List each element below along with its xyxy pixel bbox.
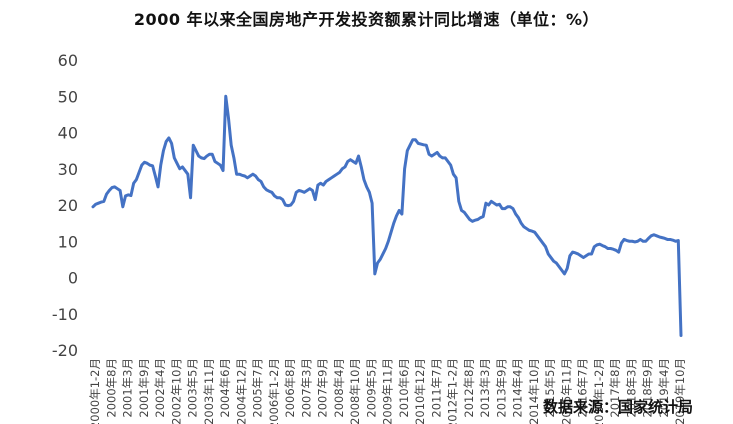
x-tick-label: 2001年3月: [121, 358, 135, 418]
chart-title: 2000 年以来全国房地产开发投资额累计同比增速（单位：%）: [133, 10, 600, 29]
x-tick-label: 2009年5月: [364, 358, 378, 418]
x-tick-label: 2017年1-2月: [592, 358, 606, 424]
x-tick-label: 2012年1-2月: [446, 358, 460, 424]
x-tick-label: 2002年10月: [169, 358, 183, 424]
y-tick-label: -10: [52, 305, 78, 324]
x-tick-label: 2017年8月: [608, 358, 622, 418]
y-tick-label: 20: [58, 196, 78, 215]
x-tick-label: 2005年7月: [251, 358, 265, 418]
y-tick-label: 10: [58, 232, 78, 251]
x-tick-label: 2007年9月: [316, 358, 330, 418]
x-tick-label: 2013年9月: [494, 358, 508, 418]
x-tick-label: 2009年11月: [381, 358, 395, 424]
x-tick-label: 2000年8月: [104, 358, 118, 418]
x-tick-label: 2014年10月: [527, 358, 541, 424]
x-tick-label: 2008年4月: [332, 358, 346, 418]
x-tick-label: 2007年3月: [299, 358, 313, 418]
y-tick-label: 40: [58, 124, 78, 143]
series-line: [91, 94, 683, 337]
x-tick-label: 2018年9月: [641, 358, 655, 418]
x-tick-label: 2004年6月: [218, 358, 232, 418]
x-tick-label: 2019年10月: [673, 358, 687, 424]
x-tick-label: 2014年4月: [511, 358, 525, 418]
y-tick-label: 0: [68, 269, 78, 288]
x-tick-label: 2003年5月: [186, 358, 200, 418]
x-tick-label: 2015年5月: [543, 358, 557, 418]
x-tick-label: 2006年1-2月: [267, 358, 281, 424]
x-tick-label: 2010年6月: [397, 358, 411, 418]
x-tick-label: 2012年8月: [462, 358, 476, 418]
x-tick-label: 2013年3月: [478, 358, 492, 418]
y-tick-label: -20: [52, 341, 78, 360]
x-tick-label: 2002年4月: [153, 358, 167, 418]
x-tick-label: 2004年12月: [234, 358, 248, 424]
x-tick-label: 2003年11月: [202, 358, 216, 424]
x-tick-label: 2018年3月: [624, 358, 638, 418]
x-tick-label: 2008年10月: [348, 358, 362, 424]
x-tick-label: 2001年9月: [137, 358, 151, 418]
data-source-note: 数据来源：国家统计局: [542, 398, 693, 416]
x-tick-label: 2010年12月: [413, 358, 427, 424]
series-layer: [91, 94, 683, 337]
y-axis-ticks: 60 50 40 30 20 10 0 -10 -20: [52, 51, 78, 360]
x-tick-label: 2011年7月: [429, 358, 443, 418]
x-tick-label: 2006年8月: [283, 358, 297, 418]
x-tick-label: 2000年1-2月: [88, 358, 102, 424]
y-tick-label: 50: [58, 87, 78, 106]
y-tick-label: 60: [58, 51, 78, 70]
x-tick-label: 2016年7月: [576, 358, 590, 418]
y-tick-label: 30: [58, 160, 78, 179]
x-tick-label: 2015年11月: [559, 358, 573, 424]
x-axis-ticks: 2000年1-2月 2000年8月 2001年3月 2001年9月 2002年4月 200…: [88, 358, 687, 424]
x-tick-label: 2019年4月: [657, 358, 671, 418]
